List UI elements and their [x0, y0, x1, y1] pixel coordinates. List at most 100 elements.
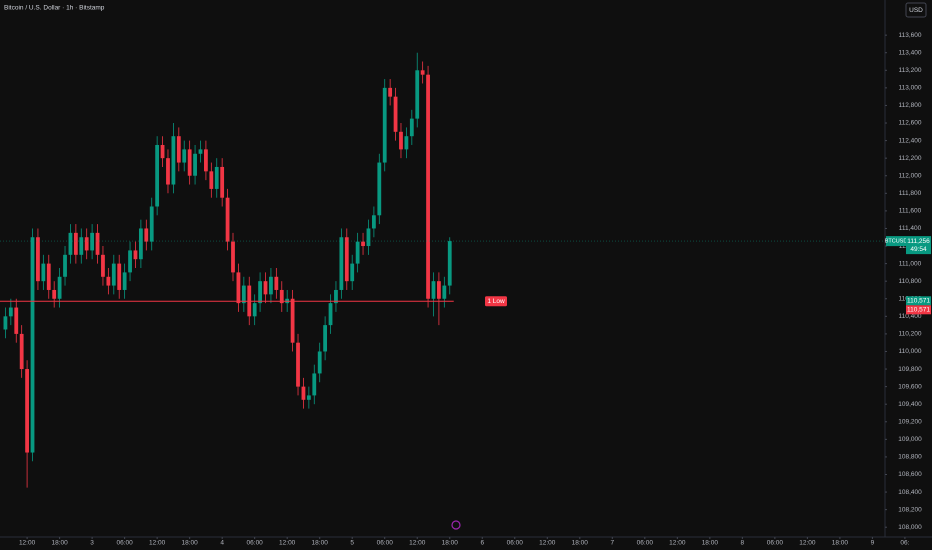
alert-price-box-green	[906, 296, 931, 306]
candle-body	[101, 254, 105, 277]
y-tick-label: 108,600	[898, 471, 922, 478]
candle-body	[323, 325, 328, 352]
x-tick-label: 06:00	[767, 540, 784, 547]
y-tick-label: 113,400	[898, 49, 921, 56]
candle-body	[176, 136, 181, 163]
x-tick-label: 18:00	[832, 540, 849, 547]
y-tick-label: 110,400	[898, 313, 921, 320]
x-tick-label: 18:00	[182, 540, 199, 547]
x-tick-label: 3	[90, 540, 94, 547]
candle-body	[57, 276, 62, 299]
symbol-label: BTCUSD	[885, 239, 908, 245]
y-tick-label: 112,800	[898, 102, 921, 109]
candle-body	[236, 272, 241, 304]
candle-body	[404, 136, 409, 150]
candle-body	[415, 70, 420, 119]
candle-body	[344, 237, 349, 282]
candle-body	[399, 131, 403, 150]
candle-body	[420, 70, 425, 75]
candle-body	[371, 215, 376, 229]
candle-body	[328, 303, 333, 326]
y-tick-label: 109,000	[898, 436, 922, 443]
x-tick-label: 7	[610, 540, 614, 547]
x-tick-label: 5	[350, 540, 354, 547]
x-tick-label: 06:00	[637, 540, 654, 547]
y-tick-label: 112,400	[898, 137, 921, 144]
candle-body	[128, 250, 132, 273]
y-tick-label: 109,200	[898, 418, 922, 425]
candle-body	[133, 250, 138, 260]
candle-body	[73, 232, 78, 255]
currency-button[interactable]	[905, 2, 927, 18]
x-tick-label: 12:00	[669, 540, 686, 547]
y-tick-label: 111,600	[899, 208, 922, 215]
y-tick-label: 108,200	[898, 506, 922, 513]
x-tick-label: 12:00	[19, 540, 36, 547]
currency-label[interactable]: USD	[909, 7, 923, 14]
candle-body	[252, 303, 257, 317]
x-tick-label: 18:00	[442, 540, 459, 547]
candle-body	[377, 162, 382, 216]
candle-body	[312, 373, 317, 396]
candle-body	[198, 149, 203, 154]
y-tick-label: 109,800	[898, 366, 922, 373]
y-tick-label: 109,600	[898, 383, 922, 390]
candle-body	[301, 386, 306, 400]
candle-body	[437, 281, 441, 299]
x-tick-label: 12:00	[279, 540, 296, 547]
x-tick-label: 4	[220, 540, 224, 547]
candle-body	[3, 316, 8, 330]
x-tick-label: 06:	[900, 540, 909, 547]
candle-body	[25, 369, 29, 453]
candle-body	[241, 285, 246, 304]
y-tick-label: 110,800	[898, 278, 921, 285]
y-tick-label: 112,600	[898, 120, 921, 127]
candle-body	[30, 237, 35, 453]
candle-body	[317, 351, 322, 374]
x-tick-label: 06:00	[377, 540, 394, 547]
x-tick-label: 12:00	[409, 540, 426, 547]
candle-body	[409, 118, 414, 137]
alert-price-label: 110,571	[907, 307, 930, 314]
candle-body	[366, 228, 371, 247]
candle-body	[388, 87, 393, 97]
chart-title: Bitcoin / U.S. Dollar · 1h · Bitstamp	[4, 5, 105, 12]
candle-body	[334, 289, 338, 304]
candle-body	[187, 149, 192, 176]
y-tick-label: 113,600	[898, 32, 921, 39]
candle-body	[204, 149, 208, 172]
x-tick-label: 12:00	[799, 540, 816, 547]
candle-body	[193, 153, 197, 176]
last-price-label: 111,256	[907, 238, 930, 245]
y-tick-label: 113,200	[898, 67, 921, 74]
candle-body	[231, 241, 235, 273]
y-tick-label: 108,000	[898, 524, 922, 531]
x-tick-label: 12:00	[149, 540, 166, 547]
x-tick-label: 18:00	[572, 540, 589, 547]
candle-body	[274, 276, 279, 290]
logo	[451, 520, 461, 530]
candle-body	[269, 276, 273, 295]
x-tick-label: 9	[871, 540, 875, 547]
candle-body	[122, 272, 127, 290]
candle-body	[36, 237, 40, 282]
candle-body	[138, 228, 143, 260]
candle-body	[350, 263, 355, 282]
candle-body	[263, 281, 268, 295]
candle-body	[84, 237, 89, 251]
candle-body	[306, 395, 311, 400]
candle-body	[166, 158, 170, 185]
y-tick-label: 113,000	[898, 85, 921, 92]
x-tick-label: 18:00	[702, 540, 719, 547]
candle-body	[426, 74, 430, 299]
candle-body	[220, 166, 225, 198]
x-tick-label: 06:00	[247, 540, 264, 547]
candle-body	[296, 342, 300, 387]
y-tick-label: 111,000	[899, 260, 922, 267]
x-tick-label: 18:00	[51, 540, 68, 547]
candle-body	[361, 241, 365, 247]
candle-body	[442, 285, 447, 299]
candle-body	[431, 281, 436, 299]
